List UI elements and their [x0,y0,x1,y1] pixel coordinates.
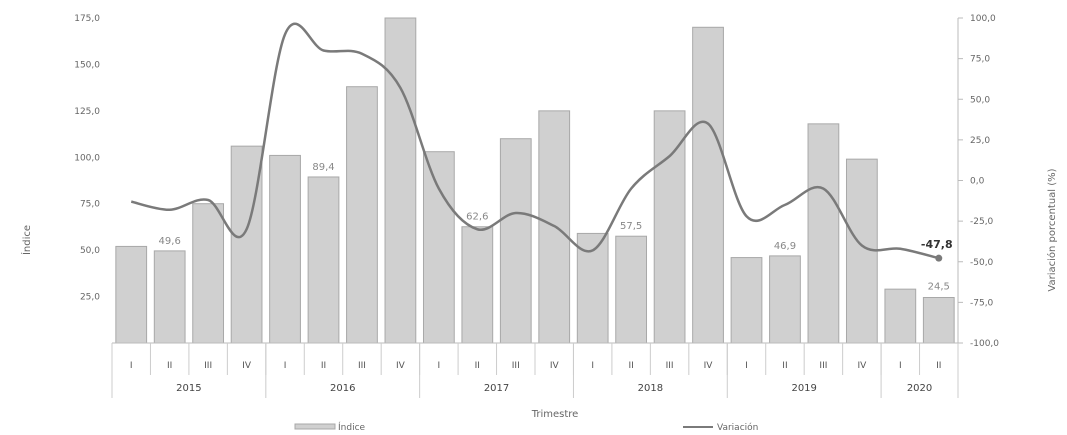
quarter-label: II [936,361,941,371]
y2-tick-label: -50,0 [970,258,994,268]
bar [499,138,532,344]
y-tick-label: 75,0 [80,200,100,210]
y2-axis-title: Variación porcentual (%) [1046,168,1058,291]
y-tick-label: 125,0 [74,107,100,117]
quarter-label: IV [857,361,867,371]
bar [230,145,263,344]
data-label: 46,9 [774,241,796,252]
bar [384,17,417,344]
legend-label: Variación [717,422,758,433]
bar [115,245,148,344]
bar [807,123,840,344]
data-label: -47,8 [921,238,953,251]
quarter-label: I [745,361,748,371]
year-label: 2015 [176,383,201,394]
y-tick-label: 25,0 [80,293,100,303]
quarter-label: I [438,361,441,371]
quarter-label: II [782,361,787,371]
quarter-label: III [512,361,520,371]
data-label: 24,5 [928,282,950,293]
y-tick-label: 150,0 [74,60,100,70]
bar [653,110,686,344]
y-axis-title: Índice [20,225,33,255]
y2-tick-label: -25,0 [970,217,994,227]
legend-bar-swatch [294,423,336,430]
quarter-label: I [284,361,287,371]
bar [269,154,301,344]
year-label: 2020 [907,383,932,394]
y2-tick-label: -100,0 [970,339,999,349]
bar [769,255,801,344]
quarter-label: III [204,361,212,371]
bar [307,176,340,344]
bar [461,226,494,344]
year-label: 2019 [791,383,816,394]
quarter-label: I [899,361,902,371]
quarter-label: I [130,361,133,371]
quarter-label: II [475,361,480,371]
year-label: 2017 [484,383,509,394]
bar [884,288,917,344]
y-tick-label: 100,0 [74,153,100,163]
bar [922,297,955,344]
bar [615,235,648,344]
quarter-label: I [591,361,594,371]
bar [153,250,186,344]
y2-tick-label: -75,0 [970,298,994,308]
quarter-label: III [666,361,674,371]
quarter-label: II [628,361,633,371]
quarter-label: IV [550,361,560,371]
quarter-label: IV [242,361,252,371]
data-label: 57,5 [620,221,642,232]
y2-tick-label: 100,0 [970,14,996,24]
y2-tick-label: 25,0 [970,136,990,146]
bar [538,110,571,344]
y2-tick-label: 75,0 [970,55,990,65]
quarter-label: II [321,361,326,371]
y2-tick-label: 0,0 [970,177,985,187]
quarter-label: III [358,361,366,371]
data-label: 89,4 [312,162,334,173]
quarter-label: II [167,361,172,371]
variation-end-point [935,254,943,262]
bar [346,86,378,344]
quarter-label: IV [704,361,714,371]
y2-tick-label: 50,0 [970,95,990,105]
bar [730,257,763,344]
bar [192,203,225,344]
bar [692,26,724,344]
year-label: 2016 [330,383,355,394]
quarter-label: III [819,361,827,371]
y-tick-label: 50,0 [80,246,100,256]
quarter-label: IV [396,361,406,371]
data-label: 49,6 [159,236,181,247]
y-tick-label: 175,0 [74,14,100,24]
variation-line [130,22,940,260]
data-label: 62,6 [466,212,488,223]
year-label: 2018 [638,383,663,394]
bar [422,151,455,344]
legend-label: Índice [338,421,366,433]
x-axis-title: Trimestre [531,409,579,420]
